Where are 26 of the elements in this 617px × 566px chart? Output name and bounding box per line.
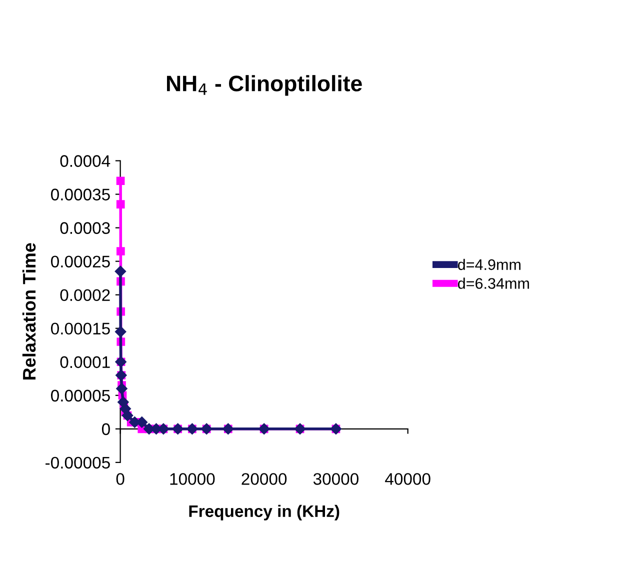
x-tick-label: 0 (116, 473, 124, 485)
point (114, 326, 126, 338)
chart-title: NH$_{4}$ - Clinoptilolite (167, 75, 362, 96)
y-tick-label: 0.00035 (51, 188, 110, 200)
point (116, 200, 125, 208)
point (116, 383, 128, 394)
x-tick-label: 40000 (385, 473, 430, 485)
x-tick-label: 30000 (313, 473, 358, 485)
y-tick-label: 0 (102, 423, 110, 436)
y-tick-label: 0.0002 (60, 289, 110, 302)
legend-label: d=4.9mm (458, 258, 520, 270)
point (116, 247, 125, 256)
y-tick-label: 0.0003 (60, 222, 110, 234)
x-axis-title: Frequency in (KHz) (189, 504, 340, 520)
y-tick-label: -0.00005 (46, 456, 110, 469)
legend-label: d=6.34mm (458, 278, 529, 289)
point (114, 266, 126, 277)
x-tick-label: 20000 (242, 473, 287, 485)
y-axis-title: Relaxation Time (22, 243, 36, 380)
y-tick-label: 0.0004 (60, 155, 110, 167)
x-tick-label: 10000 (170, 473, 215, 485)
y-tick-label: 0.00005 (51, 390, 110, 402)
point (116, 176, 125, 186)
y-tick-label: 0.00015 (51, 322, 110, 335)
y-tick-label: 0.00025 (51, 256, 110, 268)
y-tick-label: 0.0001 (60, 356, 110, 368)
